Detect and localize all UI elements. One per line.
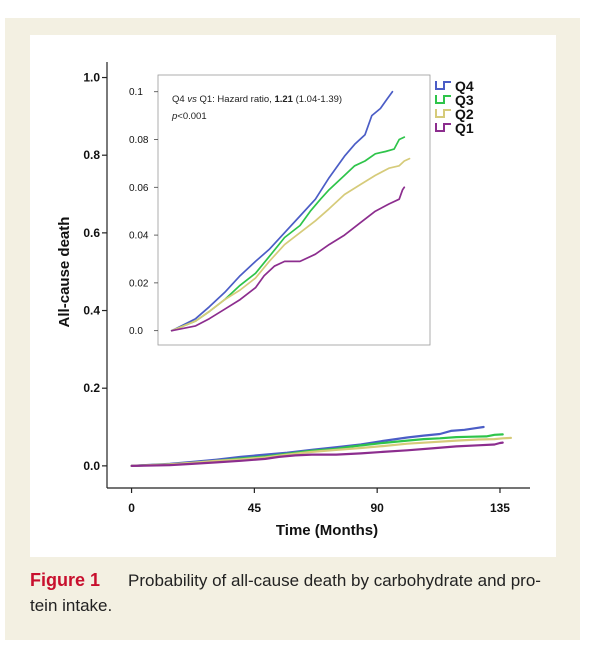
inset-y-tick-label: 0.06 xyxy=(129,183,149,194)
inset-y-tick-label: 0.04 xyxy=(129,231,149,242)
main-y-tick-label: 0.4 xyxy=(83,304,100,318)
hazard-ratio-text: Q4 vs Q1: Hazard ratio, 1.21 (1.04-1.39) xyxy=(172,91,342,108)
legend-label-q4: Q4 xyxy=(455,78,474,94)
annotation-p-value: <0.001 xyxy=(177,111,207,122)
inset-chart: 0.0 0.02 0.04 0.06 0.08 0.1 xyxy=(129,74,431,346)
legend-label-q2: Q2 xyxy=(455,106,474,122)
legend-marker-q3 xyxy=(435,95,451,104)
inset-annotation: Q4 vs Q1: Hazard ratio, 1.21 (1.04-1.39)… xyxy=(172,91,342,125)
legend-marker-q4 xyxy=(435,81,451,90)
inset-y-tick-label: 0.02 xyxy=(129,278,149,289)
x-axis-label: Time (Months) xyxy=(276,522,378,539)
figure-caption: Figure 1 Probability of all-cause death b… xyxy=(30,568,556,618)
main-curve-q2 xyxy=(130,436,512,467)
main-y-tick-label: 0.8 xyxy=(83,148,100,162)
main-curves xyxy=(130,425,512,467)
main-x-tick-label: 90 xyxy=(370,501,384,515)
inset-curve-q3 xyxy=(170,136,406,332)
annotation-group-a: Q4 xyxy=(172,94,185,105)
inset-curve-q2 xyxy=(170,157,411,332)
main-y-tick-label: 1.0 xyxy=(83,71,100,85)
inset-frame xyxy=(157,74,431,346)
caption-text-line-2: tein intake. xyxy=(30,596,113,615)
legend-item-q4: Q4 xyxy=(435,78,474,94)
inset-y-tick-label: 0.08 xyxy=(129,135,149,146)
legend-item-q3: Q3 xyxy=(435,92,474,108)
legend-marker-q1 xyxy=(435,123,451,132)
annotation-comparison: Q1: Hazard ratio, xyxy=(199,94,272,105)
y-axis-label: All-cause death xyxy=(56,217,73,328)
legend-label-q1: Q1 xyxy=(455,120,474,136)
main-curve-q3 xyxy=(130,433,504,467)
inset-curve-q4 xyxy=(170,90,394,332)
main-curve-q4 xyxy=(130,425,485,467)
main-x-tick-label: 135 xyxy=(490,501,510,515)
caption-text-line-1: Probability of all-cause death by carboh… xyxy=(128,571,541,590)
legend-label-q3: Q3 xyxy=(455,92,474,108)
main-x-tick-label: 45 xyxy=(248,501,262,515)
caption-line-2: tein intake. xyxy=(30,593,556,618)
annotation-vs: vs xyxy=(187,94,197,105)
main-axes: 0.0 0.2 0.4 0.6 0.8 1.0 0 45 90 135 xyxy=(83,62,530,515)
p-value-text: p<0.001 xyxy=(172,108,342,125)
legend-item-q2: Q2 xyxy=(435,106,474,122)
caption-line-1: Figure 1 Probability of all-cause death b… xyxy=(30,568,556,593)
annotation-hazard-ratio: 1.21 xyxy=(274,94,293,105)
main-x-tick-label: 0 xyxy=(128,501,135,515)
main-y-tick-label: 0.6 xyxy=(83,226,100,240)
annotation-ci: (1.04-1.39) xyxy=(295,94,343,105)
chart-panel xyxy=(30,35,556,557)
inset-curve-q1 xyxy=(170,186,406,332)
figure-label: Figure 1 xyxy=(30,570,101,590)
annotation-p-symbol: p xyxy=(172,111,178,122)
main-y-tick-label: 0.2 xyxy=(83,381,100,395)
legend-item-q1: Q1 xyxy=(435,120,474,136)
main-y-tick-label: 0.0 xyxy=(83,459,100,473)
main-curve-q1 xyxy=(130,441,504,467)
legend-marker-q2 xyxy=(435,109,451,118)
inset-y-tick-label: 0.1 xyxy=(129,87,143,98)
inset-y-tick-label: 0.0 xyxy=(129,326,143,337)
